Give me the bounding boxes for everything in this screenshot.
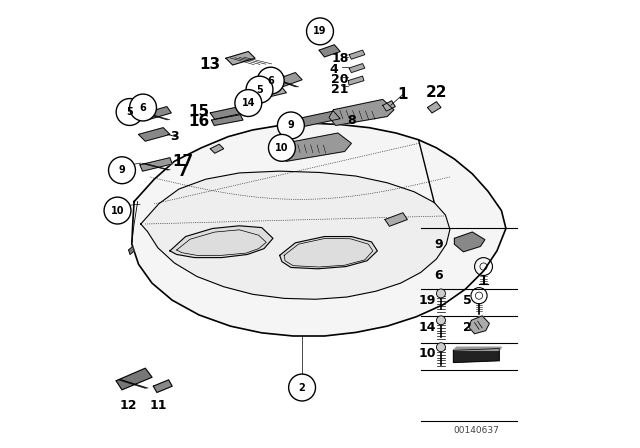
Polygon shape (154, 380, 172, 392)
Polygon shape (468, 316, 490, 334)
Polygon shape (454, 232, 485, 252)
Text: 11: 11 (150, 399, 168, 412)
Text: 19: 19 (313, 26, 327, 36)
Text: 3: 3 (170, 130, 179, 143)
Text: 17: 17 (173, 154, 194, 169)
Text: 5: 5 (463, 293, 472, 307)
Polygon shape (329, 99, 394, 125)
Text: 9: 9 (287, 121, 294, 130)
Text: 12: 12 (120, 399, 137, 412)
Text: 15: 15 (188, 104, 210, 120)
Polygon shape (140, 158, 172, 171)
Text: 6: 6 (140, 103, 147, 112)
Text: 16: 16 (188, 114, 210, 129)
Polygon shape (210, 107, 244, 119)
Circle shape (104, 197, 131, 224)
Polygon shape (212, 115, 243, 125)
Circle shape (257, 67, 284, 94)
Polygon shape (428, 102, 441, 113)
Polygon shape (385, 213, 407, 226)
Polygon shape (454, 347, 502, 350)
Polygon shape (273, 73, 302, 88)
Text: 14: 14 (241, 98, 255, 108)
Polygon shape (348, 76, 364, 85)
Polygon shape (349, 64, 365, 73)
Polygon shape (170, 226, 273, 258)
Polygon shape (277, 133, 351, 161)
Polygon shape (210, 144, 223, 153)
Text: 9: 9 (435, 237, 443, 251)
Text: 8: 8 (347, 114, 356, 128)
Circle shape (307, 18, 333, 45)
Circle shape (246, 76, 273, 103)
Polygon shape (349, 50, 365, 59)
Polygon shape (132, 123, 506, 336)
Circle shape (436, 343, 445, 352)
Circle shape (116, 99, 143, 125)
Circle shape (289, 374, 316, 401)
Polygon shape (226, 52, 255, 65)
Text: 5: 5 (126, 107, 133, 117)
Text: 1: 1 (397, 86, 408, 102)
Text: 5: 5 (256, 85, 263, 95)
Text: 2: 2 (463, 320, 472, 334)
Polygon shape (260, 87, 287, 98)
Text: 7: 7 (178, 164, 189, 179)
Text: 6: 6 (435, 269, 443, 282)
Circle shape (278, 112, 305, 139)
Circle shape (436, 316, 445, 325)
Polygon shape (280, 237, 378, 269)
Text: 10: 10 (419, 347, 436, 361)
Text: 6: 6 (268, 76, 274, 86)
Polygon shape (138, 128, 170, 141)
Polygon shape (319, 45, 340, 57)
Text: 13: 13 (200, 57, 221, 73)
Text: 14: 14 (419, 320, 436, 334)
Circle shape (235, 90, 262, 116)
Text: 2: 2 (299, 383, 305, 392)
Polygon shape (383, 101, 396, 111)
Text: 21: 21 (332, 83, 349, 96)
Text: 4: 4 (329, 63, 338, 76)
Polygon shape (298, 111, 340, 126)
Circle shape (269, 134, 295, 161)
Polygon shape (129, 246, 134, 254)
Circle shape (436, 289, 445, 298)
Circle shape (109, 157, 136, 184)
Text: 20: 20 (332, 73, 349, 86)
Polygon shape (141, 107, 172, 121)
Polygon shape (454, 349, 499, 362)
Text: 19: 19 (419, 293, 436, 307)
Text: 22: 22 (426, 85, 447, 100)
Text: 18: 18 (332, 52, 349, 65)
Text: 10: 10 (111, 206, 124, 215)
Text: 9: 9 (118, 165, 125, 175)
Text: 10: 10 (275, 143, 289, 153)
Polygon shape (141, 171, 450, 299)
Polygon shape (116, 368, 152, 390)
Circle shape (129, 94, 156, 121)
Text: 00140637: 00140637 (454, 426, 500, 435)
